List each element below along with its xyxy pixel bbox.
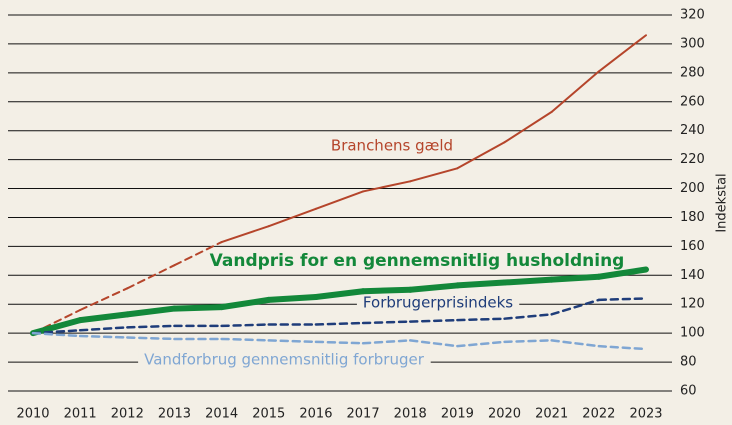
line-segment [32,309,82,335]
line-segment [550,70,600,113]
line-segment [126,336,176,341]
line-segment [218,296,272,311]
line-segment [503,339,553,344]
line-segment [456,141,506,170]
x-tick-label: 2015 [252,407,285,422]
line-segment [312,288,367,300]
line-segment [220,337,271,342]
label-background [138,348,431,371]
y-tick-label: 80 [680,355,697,370]
label-background [203,249,631,273]
line-segment [597,297,648,302]
label-background [356,291,520,314]
x-tick-label: 2016 [299,407,332,422]
y-tick-label: 300 [680,36,705,51]
y-tick-label: 120 [680,297,705,312]
series-label: Branchens gæld [324,134,460,157]
line-segment [79,287,129,312]
y-tick-label: 60 [680,384,697,399]
line-segment [314,321,365,326]
series-label-text: Vandpris for en gennemsnitlig husholdnin… [210,251,625,271]
y-tick-label: 100 [680,326,705,341]
x-tick-label: 2021 [535,407,568,422]
y-tick-label: 220 [680,152,705,167]
line-segment [173,241,223,267]
series-label: Vandforbrug gennemsnitlig forbruger [138,348,431,371]
line-segment [361,320,412,325]
y-tick-label: 240 [680,123,705,138]
series-label: Vandpris for en gennemsnitlig husholdnin… [203,249,631,273]
y-tick-label: 280 [680,65,705,80]
line-segment [267,207,317,228]
series-label-text: Forbrugerprisindeks [363,294,513,312]
line-segment [503,110,553,144]
line-segment [265,294,319,303]
line-segment [597,34,647,73]
x-tick-label: 2010 [16,407,49,422]
y-axis-label: Indekstal [715,173,730,232]
line-segment [31,331,82,338]
line-segment [126,324,176,329]
line-segment [220,225,270,244]
line-segment [361,339,412,345]
y-tick-label: 160 [680,239,705,254]
x-tick-label: 2023 [629,407,662,422]
x-tick-label: 2018 [394,407,427,422]
line-segment [314,190,365,210]
y-tick-label: 200 [680,181,705,196]
line-segment [126,264,176,290]
series-label: Forbrugerprisindeks [356,291,520,314]
line-segment [503,313,553,320]
line-segment [595,266,649,280]
series-label-text: Branchens gæld [331,137,453,155]
line-segment [550,339,601,348]
line-segment [220,323,271,328]
line-segment [550,298,601,316]
y-tick-label: 260 [680,94,705,109]
x-tick-label: 2020 [488,407,521,422]
line-segment [78,334,129,339]
x-tick-label: 2011 [64,407,97,422]
line-segment [456,317,506,322]
y-tick-label: 320 [680,8,705,23]
line-segment [362,180,412,193]
line-segment [314,340,365,345]
x-tick-label: 2012 [111,407,144,422]
line-segment [501,276,555,286]
line-segment [124,305,178,318]
x-tick-label: 2019 [441,407,474,422]
line-segment [408,318,459,323]
line-segment [407,282,461,293]
y-tick-label: 180 [680,210,705,225]
line-segment [548,273,602,283]
label-background [324,134,460,157]
line-segment [30,317,84,337]
line-segment [454,279,508,289]
y-tick-label: 140 [680,268,705,283]
x-tick-label: 2014 [205,407,238,422]
line-segment [360,286,414,295]
x-tick-label: 2013 [158,407,191,422]
line-segment [78,326,129,332]
x-tick-label: 2022 [582,407,615,422]
line-segment [77,311,131,324]
series-labels: Branchens gæld Vandpris for en gennemsnit… [138,134,631,371]
line-segment [171,304,225,312]
line-segment [31,329,82,335]
line-segment [409,167,459,183]
line-segment [597,344,648,351]
line-segment [456,340,506,348]
line-segment [408,339,459,348]
line-segment [267,339,318,344]
series-label-text: Vandforbrug gennemsnitlig forbruger [144,351,425,369]
x-tick-label: 2017 [347,407,380,422]
